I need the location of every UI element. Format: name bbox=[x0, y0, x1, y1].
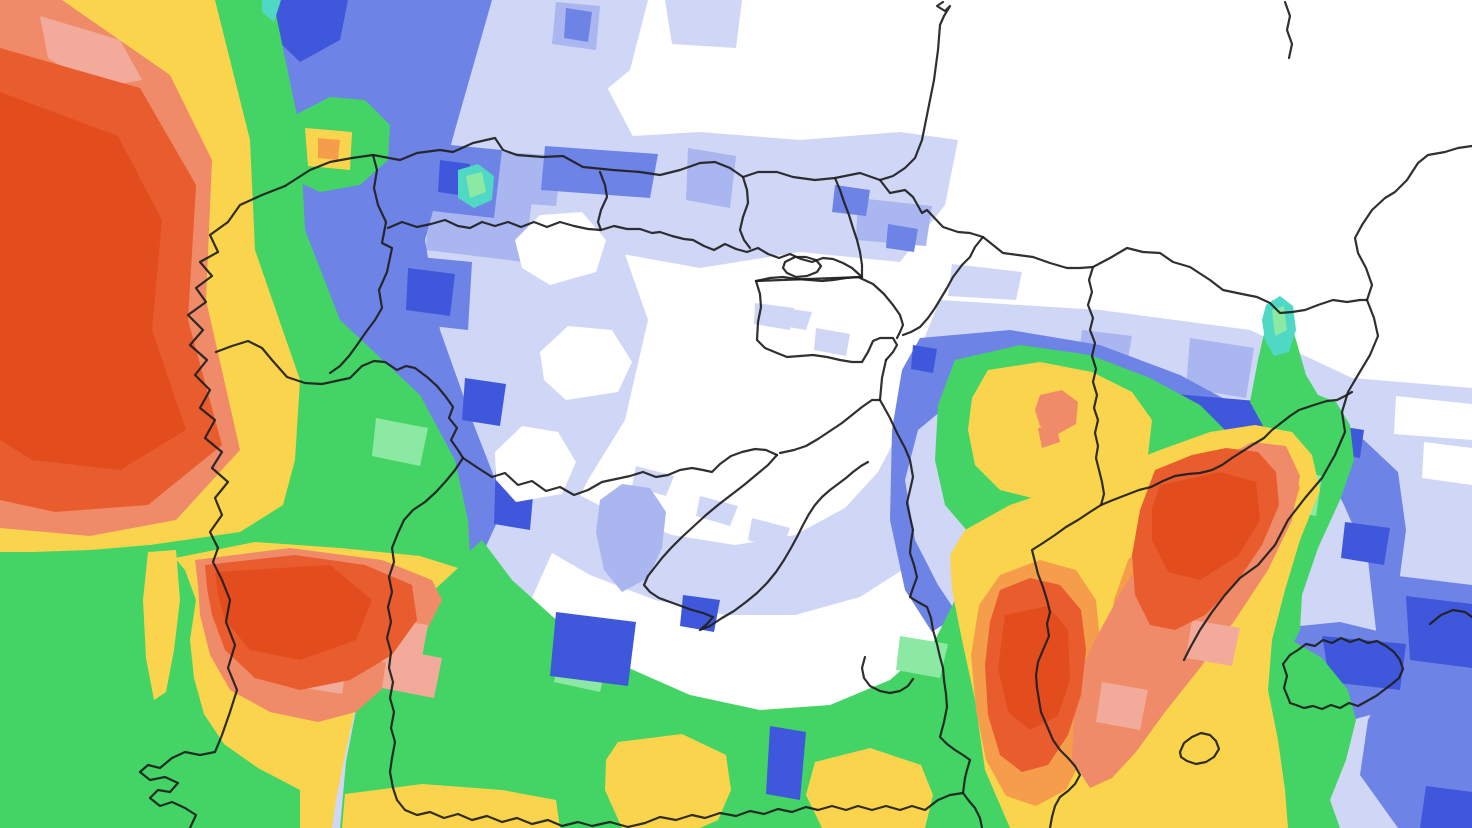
border-asturias-cantabria bbox=[596, 170, 609, 232]
menorca-island bbox=[1428, 608, 1472, 626]
border-cyl-aragon-clm bbox=[878, 358, 984, 828]
coastline-east-spain bbox=[1182, 298, 1380, 662]
border-galicia-asturias bbox=[328, 153, 394, 375]
coastline-france-atlantic bbox=[878, 0, 952, 182]
border-huesca-lleida bbox=[1086, 265, 1106, 507]
trevino-enclave bbox=[781, 255, 823, 279]
border-cantabria-basque bbox=[738, 175, 752, 250]
border-aragon-catalonia bbox=[1099, 390, 1354, 507]
layer-red-deep bbox=[0, 92, 1260, 730]
border-spain-france bbox=[878, 178, 1369, 315]
layer-dark-blue-over bbox=[550, 612, 1472, 828]
border-valencia-inland bbox=[1030, 503, 1103, 828]
border-larioja-south bbox=[754, 279, 899, 364]
coastline-france-mediterranean bbox=[1353, 144, 1472, 302]
mallorca-island bbox=[1281, 636, 1405, 711]
border-portugal-east-and-south bbox=[385, 456, 965, 828]
border-cantabrian-south bbox=[386, 218, 864, 279]
france-river-line bbox=[1283, 0, 1294, 60]
layer-borders bbox=[138, 0, 1472, 828]
border-basque-navarra bbox=[754, 176, 864, 283]
layer-dark-blue bbox=[0, 0, 1472, 690]
border-navarra-aragon bbox=[901, 235, 985, 337]
coastline-north-spain bbox=[283, 136, 882, 188]
border-cuenca-notch bbox=[860, 655, 915, 695]
cabrera-island bbox=[1178, 731, 1221, 766]
border-cyl-south bbox=[461, 447, 779, 497]
border-portugal-north bbox=[214, 339, 465, 460]
border-guadalajara-cyl bbox=[778, 398, 882, 455]
coastline-portugal-galicia bbox=[138, 184, 287, 828]
border-madrid-ring bbox=[642, 453, 870, 632]
